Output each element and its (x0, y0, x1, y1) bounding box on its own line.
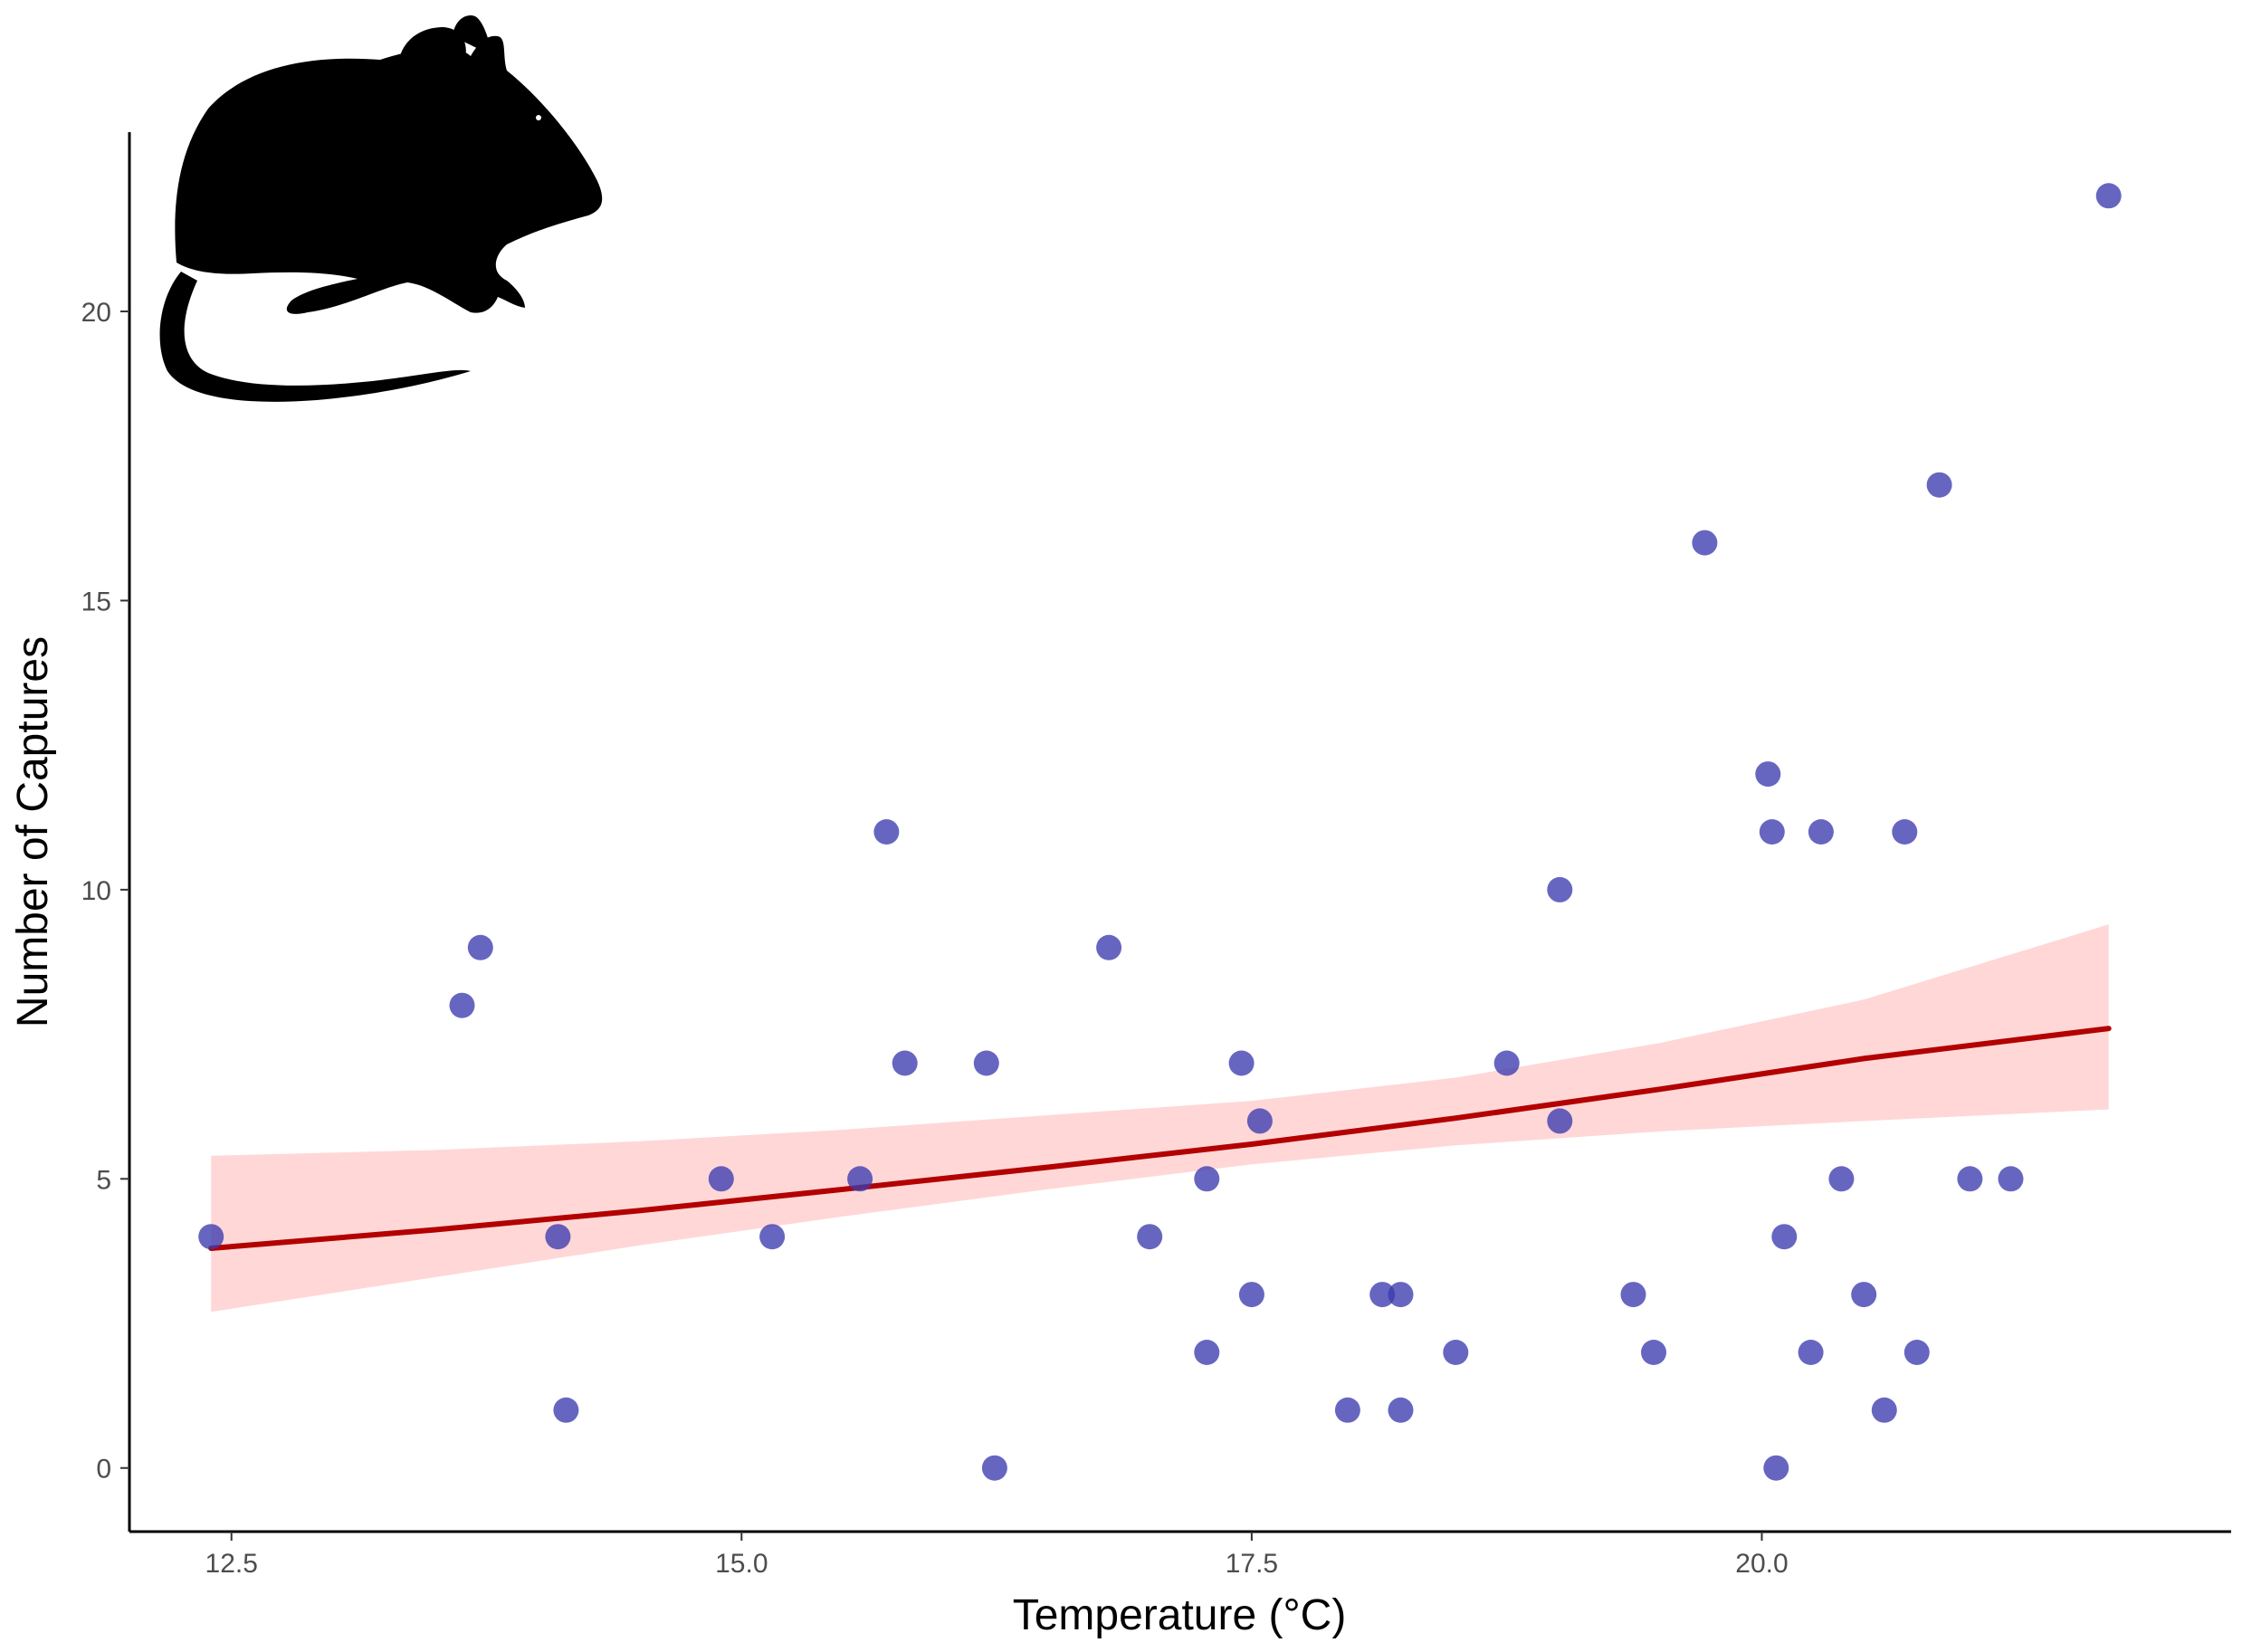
data-point (1096, 934, 1122, 960)
data-point (1493, 1050, 1520, 1076)
mouse-silhouette-icon (159, 14, 603, 402)
data-point (708, 1166, 734, 1192)
data-point (973, 1050, 999, 1076)
data-point (847, 1166, 873, 1192)
x-tick-label: 20.0 (1735, 1549, 1788, 1579)
data-point (1771, 1224, 1798, 1250)
data-point (1926, 472, 1952, 498)
data-point (449, 992, 475, 1018)
data-point (467, 934, 493, 960)
data-point (873, 819, 900, 845)
fit-line-layer (208, 1026, 2112, 1251)
data-point (1547, 1108, 1573, 1134)
axes (128, 132, 2231, 1533)
data-point (1137, 1224, 1163, 1250)
x-tick-label: 17.5 (1226, 1549, 1278, 1579)
x-tick-label: 12.5 (205, 1549, 258, 1579)
y-tick-label: 0 (96, 1455, 111, 1485)
data-point (1808, 819, 1834, 845)
data-point (1851, 1282, 1877, 1308)
data-point (1759, 819, 1785, 845)
data-point (1547, 876, 1573, 902)
data-point (553, 1397, 579, 1423)
data-point (1228, 1050, 1255, 1076)
data-point (1388, 1282, 1414, 1308)
x-axis-title: Temperature (°C) (1013, 1591, 1347, 1639)
data-point (1798, 1340, 1824, 1365)
data-point (759, 1224, 786, 1250)
data-point (1903, 1340, 1930, 1365)
data-point (1755, 761, 1781, 788)
y-axis-title: Number of Captures (9, 636, 57, 1027)
data-point (1871, 1397, 1897, 1423)
data-point (1620, 1282, 1646, 1308)
data-point (2095, 183, 2122, 209)
data-point (545, 1224, 571, 1250)
fit-line (208, 1026, 2112, 1251)
data-point (1692, 530, 1718, 556)
y-tick-label: 10 (81, 876, 111, 906)
y-tick-label: 15 (81, 587, 111, 616)
data-point (1238, 1282, 1264, 1308)
y-tick-label: 5 (96, 1165, 111, 1195)
data-point (892, 1050, 918, 1076)
data-point (1246, 1108, 1273, 1134)
data-point (1388, 1397, 1414, 1423)
data-point (1641, 1340, 1666, 1365)
data-point (1763, 1455, 1789, 1481)
data-point (981, 1455, 1007, 1481)
x-tick-label: 15.0 (715, 1549, 768, 1579)
ticks: 12.5 15.0 17.5 20.0 0 5 10 15 20 (81, 298, 1789, 1579)
data-point (198, 1224, 224, 1250)
data-point (1998, 1166, 2024, 1192)
data-point (1892, 819, 1918, 845)
data-point (1334, 1397, 1360, 1423)
points-layer (198, 183, 2122, 1481)
confidence-band (211, 924, 2109, 1313)
data-point (1194, 1166, 1220, 1192)
data-point (1443, 1340, 1469, 1365)
confidence-band-layer (211, 924, 2109, 1313)
data-point (1369, 1282, 1396, 1308)
data-point (1957, 1166, 1983, 1192)
data-point (1194, 1340, 1220, 1365)
y-tick-label: 20 (81, 298, 111, 328)
data-point (1828, 1166, 1855, 1192)
